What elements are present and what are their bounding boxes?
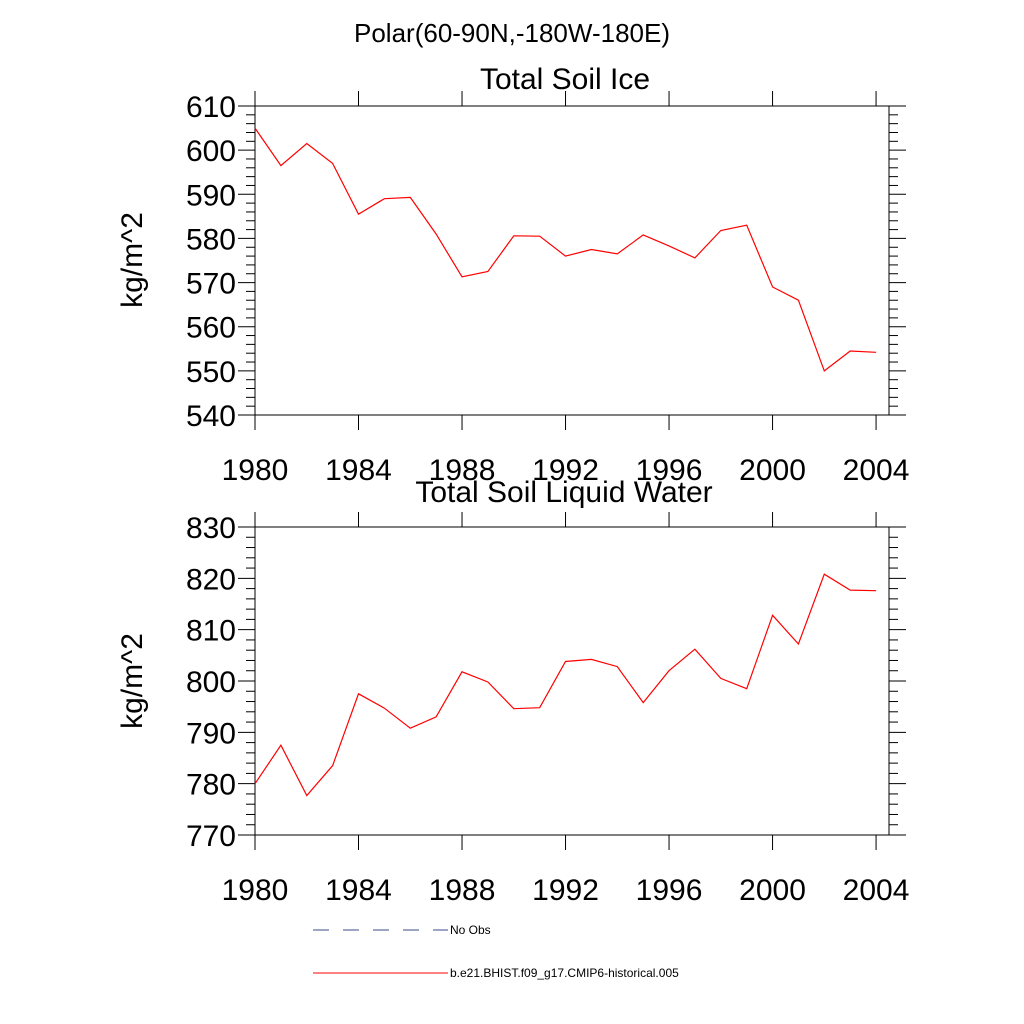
- x-tick-label: 1984: [325, 454, 392, 487]
- legend: No Obs b.e21.BHIST.f09_g17.CMIP6-histori…: [313, 923, 679, 980]
- y-tick-label: 560: [186, 312, 236, 345]
- plot-frame-soil-ice: [254, 105, 890, 416]
- panel-soil-ice: Total Soil Ice kg/m^2 540 550 560 570 580 590…: [116, 63, 909, 487]
- y-axis-label-soil-ice: kg/m^2: [116, 212, 149, 308]
- x-tick-label: 1980: [222, 454, 289, 487]
- plot-frame-soil-liquid-water: [254, 526, 890, 836]
- y-tick-label: 550: [186, 356, 236, 389]
- x-tick-label: 1988: [429, 454, 496, 487]
- marks-soil-ice: 540 550 560 570 580 590 600 610 1980 1984 1988 1992…: [186, 91, 909, 487]
- y-tick-label: 790: [186, 717, 236, 750]
- panel-title-soil-ice: Total Soil Ice: [480, 63, 650, 96]
- x-tick-label: 1980: [222, 874, 289, 907]
- marks-soil-liquid-water: 770 780 790 800 810 820 830 1980 1984 1988 1992 199…: [186, 512, 909, 907]
- y-tick-label: 580: [186, 223, 236, 256]
- figure-title: Polar(60-90N,-180W-180E): [354, 18, 670, 48]
- y-tick-label: 590: [186, 179, 236, 212]
- legend-label-model: b.e21.BHIST.f09_g17.CMIP6-historical.005: [450, 966, 679, 980]
- series-line: [254, 127, 877, 372]
- y-tick-label: 540: [186, 400, 236, 433]
- y-tick-label: 830: [186, 512, 236, 545]
- x-tick-label: 1996: [636, 454, 703, 487]
- panel-title-soil-liquid-water: Total Soil Liquid Water: [415, 476, 712, 509]
- y-tick-label: 770: [186, 820, 236, 853]
- y-tick-label: 610: [186, 91, 236, 124]
- y-tick-label: 820: [186, 563, 236, 596]
- x-tick-label: 2004: [843, 874, 910, 907]
- x-tick-label: 1992: [532, 874, 599, 907]
- y-tick-label: 570: [186, 268, 236, 301]
- x-tick-label: 1996: [636, 874, 703, 907]
- panel-soil-liquid-water: Total Soil Liquid Water kg/m^2 770 780 790…: [116, 476, 909, 907]
- y-tick-label: 600: [186, 135, 236, 168]
- x-tick-label: 1992: [532, 454, 599, 487]
- x-tick-label: 2004: [843, 454, 910, 487]
- x-tick-label: 1984: [325, 874, 392, 907]
- x-tick-label: 2000: [739, 874, 806, 907]
- legend-label-no-obs: No Obs: [450, 923, 491, 937]
- series-line: [254, 573, 877, 797]
- y-axis-label-soil-liquid-water: kg/m^2: [116, 633, 149, 729]
- y-tick-label: 800: [186, 666, 236, 699]
- x-tick-label: 1988: [429, 874, 496, 907]
- y-tick-label: 780: [186, 769, 236, 802]
- x-tick-label: 2000: [739, 454, 806, 487]
- y-tick-label: 810: [186, 615, 236, 648]
